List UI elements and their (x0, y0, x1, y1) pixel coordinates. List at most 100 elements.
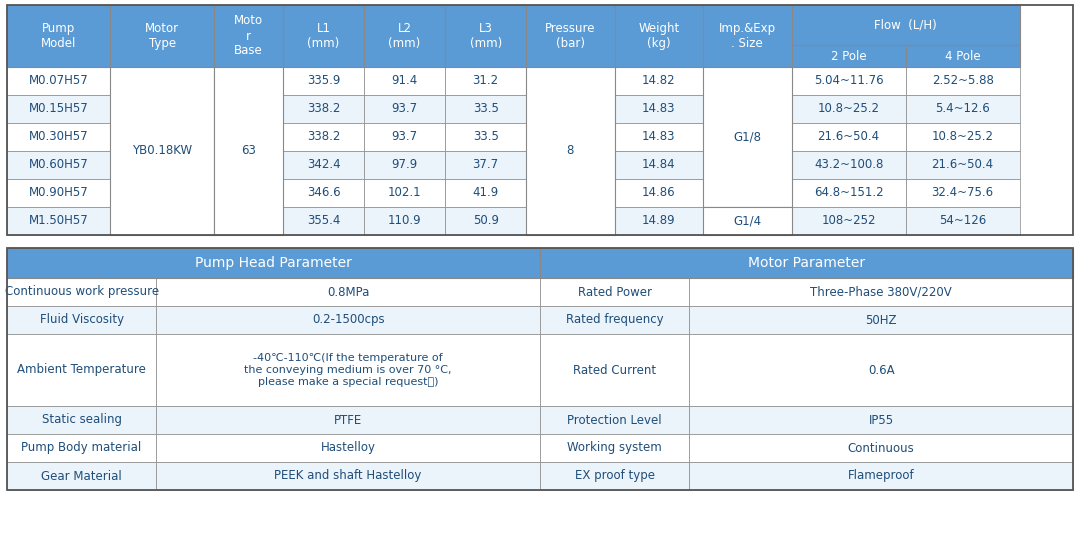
Text: PTFE: PTFE (334, 413, 362, 426)
Bar (703, 151, 792, 179)
Bar (526, 67, 615, 235)
Bar (526, 123, 615, 151)
Bar (615, 179, 703, 207)
Text: 335.9: 335.9 (307, 74, 340, 87)
Text: Protection Level: Protection Level (567, 413, 662, 426)
Bar (6, 67, 110, 95)
Bar (6, 5, 1074, 235)
Bar (540, 434, 689, 462)
Bar (792, 95, 906, 123)
Bar (906, 207, 1020, 235)
Text: Weight
(kg): Weight (kg) (638, 22, 679, 50)
Bar (906, 151, 1020, 179)
Text: G1/4: G1/4 (733, 215, 761, 228)
Bar (157, 406, 540, 434)
Bar (6, 179, 110, 207)
Bar (689, 462, 1074, 490)
Text: Rated Power: Rated Power (578, 286, 651, 299)
Text: 5.4~12.6: 5.4~12.6 (935, 103, 990, 116)
Bar (526, 179, 615, 207)
Text: Rated frequency: Rated frequency (566, 313, 663, 327)
Bar (906, 45, 1020, 67)
Text: Fluid Viscosity: Fluid Viscosity (40, 313, 124, 327)
Bar (110, 67, 214, 95)
Text: Flow  (L/H): Flow (L/H) (875, 19, 937, 32)
Bar (110, 95, 214, 123)
Text: 338.2: 338.2 (307, 103, 340, 116)
Bar (615, 5, 703, 67)
Bar (110, 123, 214, 151)
Bar (6, 406, 157, 434)
Text: EX proof type: EX proof type (575, 470, 654, 483)
Bar (214, 123, 283, 151)
Bar (157, 278, 540, 306)
Bar (540, 334, 689, 406)
Text: Motor
Type: Motor Type (145, 22, 179, 50)
Text: 14.83: 14.83 (643, 103, 676, 116)
Text: 14.89: 14.89 (642, 215, 676, 228)
Bar (689, 306, 1074, 334)
Bar (703, 67, 792, 95)
Text: 32.4~75.6: 32.4~75.6 (932, 187, 994, 199)
Bar (157, 462, 540, 490)
Bar (540, 278, 689, 306)
Text: 21.6~50.4: 21.6~50.4 (818, 130, 880, 144)
Text: 8: 8 (567, 145, 575, 157)
Bar (526, 5, 615, 67)
Bar (792, 207, 906, 235)
Bar (6, 207, 110, 235)
Text: Moto
r
Base: Moto r Base (234, 15, 264, 57)
Bar (689, 278, 1074, 306)
Bar (445, 67, 526, 95)
Text: Rated Current: Rated Current (573, 364, 657, 377)
Bar (689, 434, 1074, 462)
Bar (703, 207, 792, 235)
Bar (445, 123, 526, 151)
Bar (615, 207, 703, 235)
Bar (6, 334, 157, 406)
Bar (445, 5, 526, 67)
Text: Pump
Model: Pump Model (41, 22, 77, 50)
Text: Ambient Temperature: Ambient Temperature (17, 364, 146, 377)
Bar (540, 248, 1074, 278)
Bar (214, 151, 283, 179)
Text: M0.60H57: M0.60H57 (29, 158, 89, 171)
Text: M0.90H57: M0.90H57 (29, 187, 89, 199)
Bar (703, 95, 792, 123)
Text: 50HZ: 50HZ (865, 313, 896, 327)
Text: Continuous work pressure: Continuous work pressure (4, 286, 159, 299)
Bar (364, 151, 445, 179)
Bar (792, 123, 906, 151)
Text: 346.6: 346.6 (307, 187, 340, 199)
Text: 2.52~5.88: 2.52~5.88 (932, 74, 994, 87)
Bar (6, 123, 110, 151)
Bar (792, 179, 906, 207)
Bar (526, 207, 615, 235)
Text: Pump Head Parameter: Pump Head Parameter (195, 256, 352, 270)
Text: Gear Material: Gear Material (41, 470, 122, 483)
Bar (283, 5, 364, 67)
Bar (689, 334, 1074, 406)
Bar (110, 5, 214, 67)
Text: 4 Pole: 4 Pole (945, 50, 981, 62)
Text: 342.4: 342.4 (307, 158, 340, 171)
Text: 33.5: 33.5 (473, 130, 499, 144)
Text: M0.30H57: M0.30H57 (29, 130, 89, 144)
Bar (214, 207, 283, 235)
Text: L2
(mm): L2 (mm) (389, 22, 421, 50)
Bar (906, 95, 1020, 123)
Text: Pressure
(bar): Pressure (bar) (545, 22, 596, 50)
Text: 14.84: 14.84 (642, 158, 676, 171)
Text: 10.8~25.2: 10.8~25.2 (818, 103, 879, 116)
Bar (214, 179, 283, 207)
Bar (703, 123, 792, 151)
Text: 41.9: 41.9 (473, 187, 499, 199)
Bar (703, 5, 792, 67)
Bar (110, 179, 214, 207)
Bar (445, 179, 526, 207)
Bar (906, 67, 1020, 95)
Text: 33.5: 33.5 (473, 103, 499, 116)
Bar (214, 5, 283, 67)
Bar (615, 123, 703, 151)
Bar (110, 207, 214, 235)
